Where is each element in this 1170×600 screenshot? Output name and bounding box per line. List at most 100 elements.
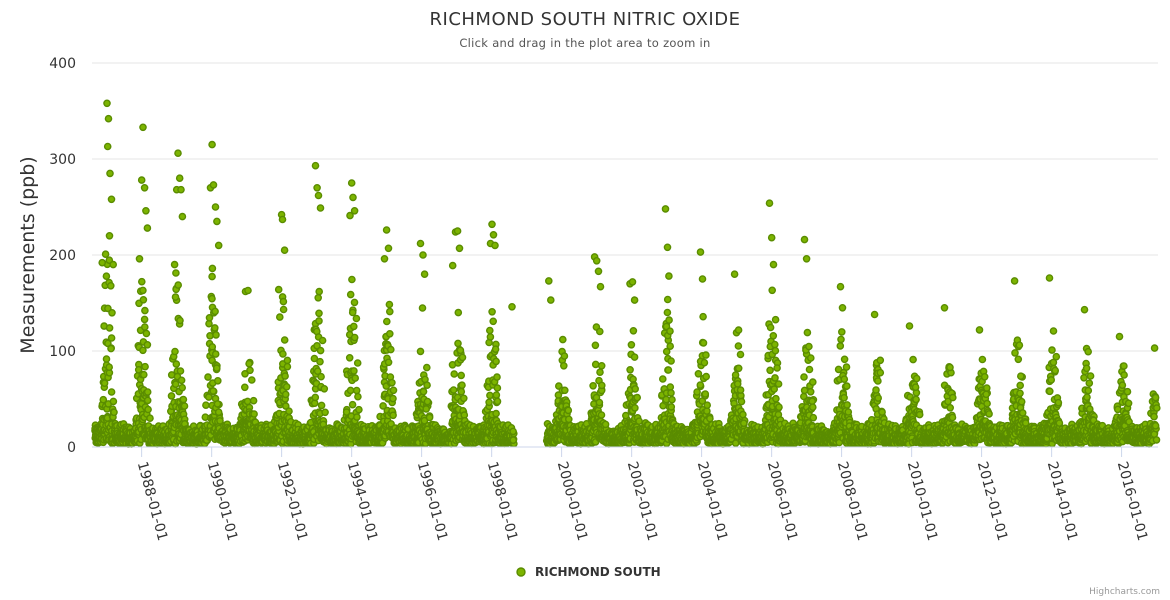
data-point[interactable]	[598, 381, 606, 390]
data-point[interactable]	[143, 388, 152, 396]
data-point[interactable]	[172, 269, 180, 277]
data-point[interactable]	[142, 329, 151, 338]
data-point[interactable]	[316, 357, 324, 366]
data-point[interactable]	[595, 398, 604, 407]
data-point[interactable]	[245, 359, 253, 368]
data-point[interactable]	[250, 410, 258, 418]
data-point[interactable]	[279, 350, 287, 358]
data-point[interactable]	[803, 328, 812, 337]
data-point[interactable]	[805, 342, 813, 351]
data-point[interactable]	[177, 376, 186, 385]
data-point[interactable]	[179, 395, 188, 404]
data-point[interactable]	[282, 382, 291, 391]
data-point[interactable]	[454, 308, 463, 317]
data-point[interactable]	[210, 324, 219, 332]
data-point[interactable]	[281, 372, 289, 380]
data-point[interactable]	[696, 381, 705, 389]
data-point[interactable]	[104, 304, 112, 313]
data-point[interactable]	[137, 277, 146, 286]
data-point[interactable]	[388, 378, 396, 387]
data-point[interactable]	[486, 333, 495, 341]
data-point[interactable]	[666, 342, 675, 351]
data-point[interactable]	[840, 355, 849, 364]
data-point[interactable]	[352, 314, 361, 323]
data-point[interactable]	[565, 415, 573, 424]
data-point[interactable]	[663, 308, 672, 317]
data-point[interactable]	[318, 336, 327, 345]
data-point[interactable]	[597, 361, 606, 370]
data-point[interactable]	[837, 335, 845, 344]
data-point[interactable]	[561, 386, 569, 395]
data-point[interactable]	[349, 322, 358, 331]
data-point[interactable]	[102, 355, 111, 363]
data-point[interactable]	[241, 369, 249, 378]
data-point[interactable]	[167, 392, 176, 400]
data-point[interactable]	[311, 393, 320, 402]
data-point[interactable]	[807, 354, 815, 362]
data-point[interactable]	[601, 420, 610, 429]
data-point[interactable]	[102, 272, 111, 281]
data-point[interactable]	[143, 396, 152, 405]
data-point[interactable]	[493, 384, 502, 392]
data-point[interactable]	[385, 300, 394, 309]
data-point[interactable]	[350, 367, 358, 375]
data-point[interactable]	[702, 372, 711, 381]
data-point[interactable]	[766, 366, 774, 375]
data-point[interactable]	[389, 386, 398, 395]
data-point[interactable]	[316, 346, 325, 355]
data-point[interactable]	[626, 365, 634, 374]
data-point[interactable]	[419, 387, 428, 396]
data-point[interactable]	[836, 342, 845, 350]
data-point[interactable]	[591, 341, 600, 350]
data-point[interactable]	[176, 316, 184, 325]
data-point[interactable]	[737, 397, 746, 406]
data-point[interactable]	[458, 353, 467, 362]
data-point[interactable]	[354, 392, 362, 401]
data-point[interactable]	[418, 304, 427, 312]
data-point[interactable]	[105, 324, 114, 332]
data-point[interactable]	[734, 342, 743, 350]
data-point[interactable]	[485, 398, 493, 407]
data-point[interactable]	[208, 272, 216, 281]
data-point[interactable]	[211, 350, 220, 358]
data-point[interactable]	[389, 411, 397, 420]
data-point[interactable]	[630, 353, 639, 361]
data-point[interactable]	[321, 408, 329, 417]
data-point[interactable]	[283, 362, 292, 371]
data-point[interactable]	[493, 397, 502, 406]
data-point[interactable]	[317, 372, 325, 381]
data-point[interactable]	[663, 295, 672, 304]
data-point[interactable]	[703, 401, 712, 410]
data-point[interactable]	[353, 359, 362, 367]
data-point[interactable]	[140, 315, 149, 324]
data-point[interactable]	[212, 364, 221, 372]
data-point[interactable]	[385, 307, 394, 316]
data-point[interactable]	[140, 323, 149, 331]
data-point[interactable]	[315, 317, 323, 325]
data-point[interactable]	[107, 388, 116, 396]
data-point[interactable]	[346, 290, 355, 299]
data-point[interactable]	[211, 307, 219, 316]
data-point[interactable]	[771, 346, 780, 355]
data-point[interactable]	[492, 409, 500, 418]
data-point[interactable]	[206, 331, 214, 340]
data-point[interactable]	[668, 395, 676, 404]
data-point[interactable]	[488, 307, 496, 316]
data-point[interactable]	[246, 366, 254, 375]
data-point[interactable]	[489, 317, 498, 326]
data-point[interactable]	[352, 386, 361, 395]
data-point[interactable]	[110, 408, 118, 417]
data-point[interactable]	[629, 326, 638, 335]
data-point[interactable]	[317, 401, 326, 410]
data-point[interactable]	[493, 373, 501, 381]
data-point[interactable]	[285, 407, 293, 416]
data-point[interactable]	[840, 375, 849, 384]
data-point[interactable]	[146, 414, 154, 423]
data-point[interactable]	[596, 327, 604, 336]
data-point[interactable]	[734, 326, 743, 334]
data-point[interactable]	[633, 393, 642, 402]
data-point[interactable]	[631, 385, 640, 393]
data-point[interactable]	[214, 408, 223, 417]
data-point[interactable]	[139, 295, 148, 304]
